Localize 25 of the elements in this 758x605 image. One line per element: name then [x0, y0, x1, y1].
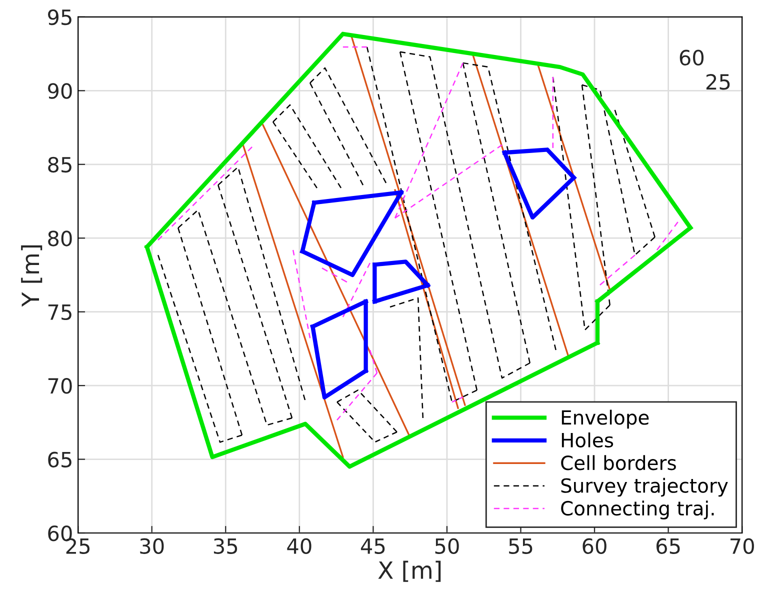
- x-tick-label: 30: [140, 538, 164, 554]
- x-axis-title: X [m]: [378, 560, 441, 582]
- y-tick-label: 70: [48, 378, 72, 394]
- annotation: 60: [680, 50, 704, 66]
- x-tick-label: 70: [730, 538, 754, 554]
- legend-label: Connecting traj.: [561, 500, 714, 520]
- x-tick-label: 50: [435, 538, 459, 554]
- y-tick-label: 95: [48, 9, 72, 26]
- x-tick-label: 35: [214, 538, 238, 554]
- legend-label: Cell borders: [561, 455, 676, 470]
- annotation: 25: [706, 74, 730, 90]
- y-tick-label: 85: [48, 156, 72, 173]
- y-tick-label: 75: [48, 304, 72, 320]
- y-tick-label: 65: [48, 452, 72, 468]
- y-tick-label: 80: [48, 230, 72, 246]
- x-tick-label: 55: [509, 538, 532, 554]
- y-tick-label: 90: [48, 83, 72, 99]
- legend-label: Holes: [562, 432, 614, 448]
- legend-label: Envelope: [562, 410, 649, 429]
- legend-label: Survey trajectory: [561, 478, 728, 497]
- y-axis-title: Y [m]: [21, 245, 42, 307]
- x-tick-label: 60: [582, 538, 606, 554]
- x-tick-label: 40: [287, 538, 312, 554]
- x-tick-label: 65: [656, 538, 680, 554]
- x-tick-label: 45: [360, 538, 385, 554]
